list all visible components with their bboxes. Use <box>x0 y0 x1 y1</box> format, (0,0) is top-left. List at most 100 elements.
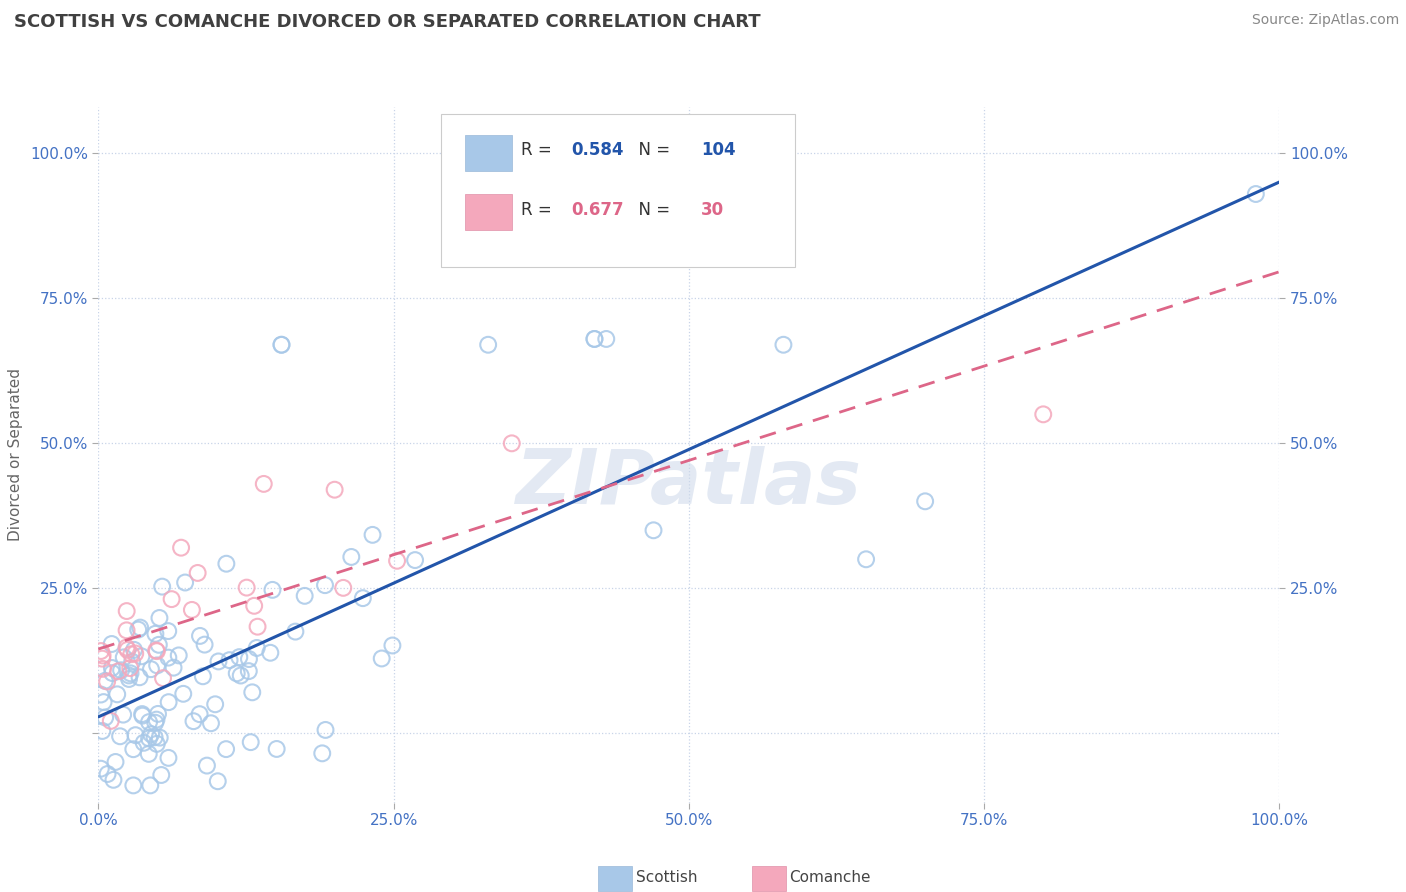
Text: ZIPatlas: ZIPatlas <box>516 446 862 520</box>
Point <box>94 673 117 688</box>
Point <box>122 643 145 657</box>
Point <box>128 670 150 684</box>
Point <box>183 714 205 729</box>
Point <box>228 650 250 665</box>
Text: N =: N = <box>627 201 675 219</box>
Point <box>385 554 408 568</box>
Point <box>174 575 197 590</box>
Point <box>131 649 153 664</box>
Point <box>191 669 214 683</box>
Point <box>180 603 202 617</box>
Point <box>132 736 155 750</box>
Point <box>314 578 336 592</box>
Point <box>145 627 167 641</box>
Point <box>340 549 363 564</box>
Point <box>105 687 128 701</box>
Point <box>294 589 316 603</box>
Point <box>188 629 211 643</box>
Point <box>145 643 167 657</box>
Point <box>583 332 606 346</box>
Text: N =: N = <box>627 141 675 159</box>
Text: Scottish: Scottish <box>636 871 697 886</box>
Point <box>103 772 125 787</box>
Text: 30: 30 <box>700 201 724 219</box>
Point <box>139 662 162 676</box>
Point <box>157 624 180 639</box>
Point <box>122 742 145 756</box>
Point <box>259 646 281 660</box>
Point <box>100 637 122 651</box>
Point <box>150 580 173 594</box>
Point <box>104 755 127 769</box>
Point <box>172 687 194 701</box>
FancyBboxPatch shape <box>598 866 633 891</box>
Point <box>404 553 426 567</box>
Point <box>146 644 169 658</box>
Point <box>167 648 190 663</box>
Point <box>914 494 936 508</box>
Point <box>855 552 877 566</box>
Point <box>152 671 174 685</box>
Point <box>157 650 180 665</box>
Point <box>311 747 333 761</box>
Point <box>112 650 135 665</box>
Point <box>131 708 153 723</box>
Point <box>96 674 118 689</box>
Point <box>381 639 404 653</box>
Point <box>240 685 263 699</box>
Point <box>115 624 138 638</box>
Point <box>284 624 307 639</box>
Point <box>246 640 269 655</box>
Point <box>118 672 141 686</box>
Point <box>253 476 276 491</box>
Text: Source: ZipAtlas.com: Source: ZipAtlas.com <box>1251 13 1399 28</box>
Point <box>145 713 167 727</box>
Text: 0.584: 0.584 <box>571 141 623 159</box>
Point <box>94 710 117 724</box>
FancyBboxPatch shape <box>464 194 512 230</box>
Point <box>643 523 665 537</box>
Point <box>170 541 193 555</box>
Point <box>229 668 252 682</box>
Text: R =: R = <box>522 201 557 219</box>
Point <box>235 581 257 595</box>
Point <box>477 338 499 352</box>
Point <box>138 747 160 761</box>
Text: Comanche: Comanche <box>789 871 870 886</box>
Point <box>352 591 374 606</box>
Point <box>1032 407 1054 422</box>
Point <box>101 666 124 681</box>
Point <box>148 611 170 625</box>
Point <box>145 737 167 751</box>
Point <box>115 604 138 618</box>
Point <box>238 652 260 666</box>
Point <box>323 483 346 497</box>
Point <box>238 664 260 678</box>
Point <box>207 774 229 789</box>
Point <box>138 715 160 730</box>
Point <box>315 723 337 737</box>
Point <box>583 332 606 346</box>
Point <box>246 620 269 634</box>
Point <box>120 666 142 681</box>
Point <box>215 557 238 571</box>
Point <box>131 707 153 722</box>
Point <box>332 581 354 595</box>
Point <box>243 599 266 613</box>
Point <box>93 695 115 709</box>
Point <box>100 714 122 728</box>
FancyBboxPatch shape <box>464 135 512 171</box>
FancyBboxPatch shape <box>752 866 786 891</box>
Point <box>361 528 384 542</box>
Point <box>139 778 162 792</box>
Point <box>91 648 114 663</box>
Point <box>207 655 229 669</box>
Point <box>200 716 222 731</box>
Point <box>262 582 284 597</box>
Text: 0.677: 0.677 <box>571 201 623 219</box>
Point <box>124 728 146 742</box>
Point <box>122 778 145 792</box>
Point <box>91 651 114 665</box>
Point <box>270 338 292 352</box>
Point <box>162 661 184 675</box>
